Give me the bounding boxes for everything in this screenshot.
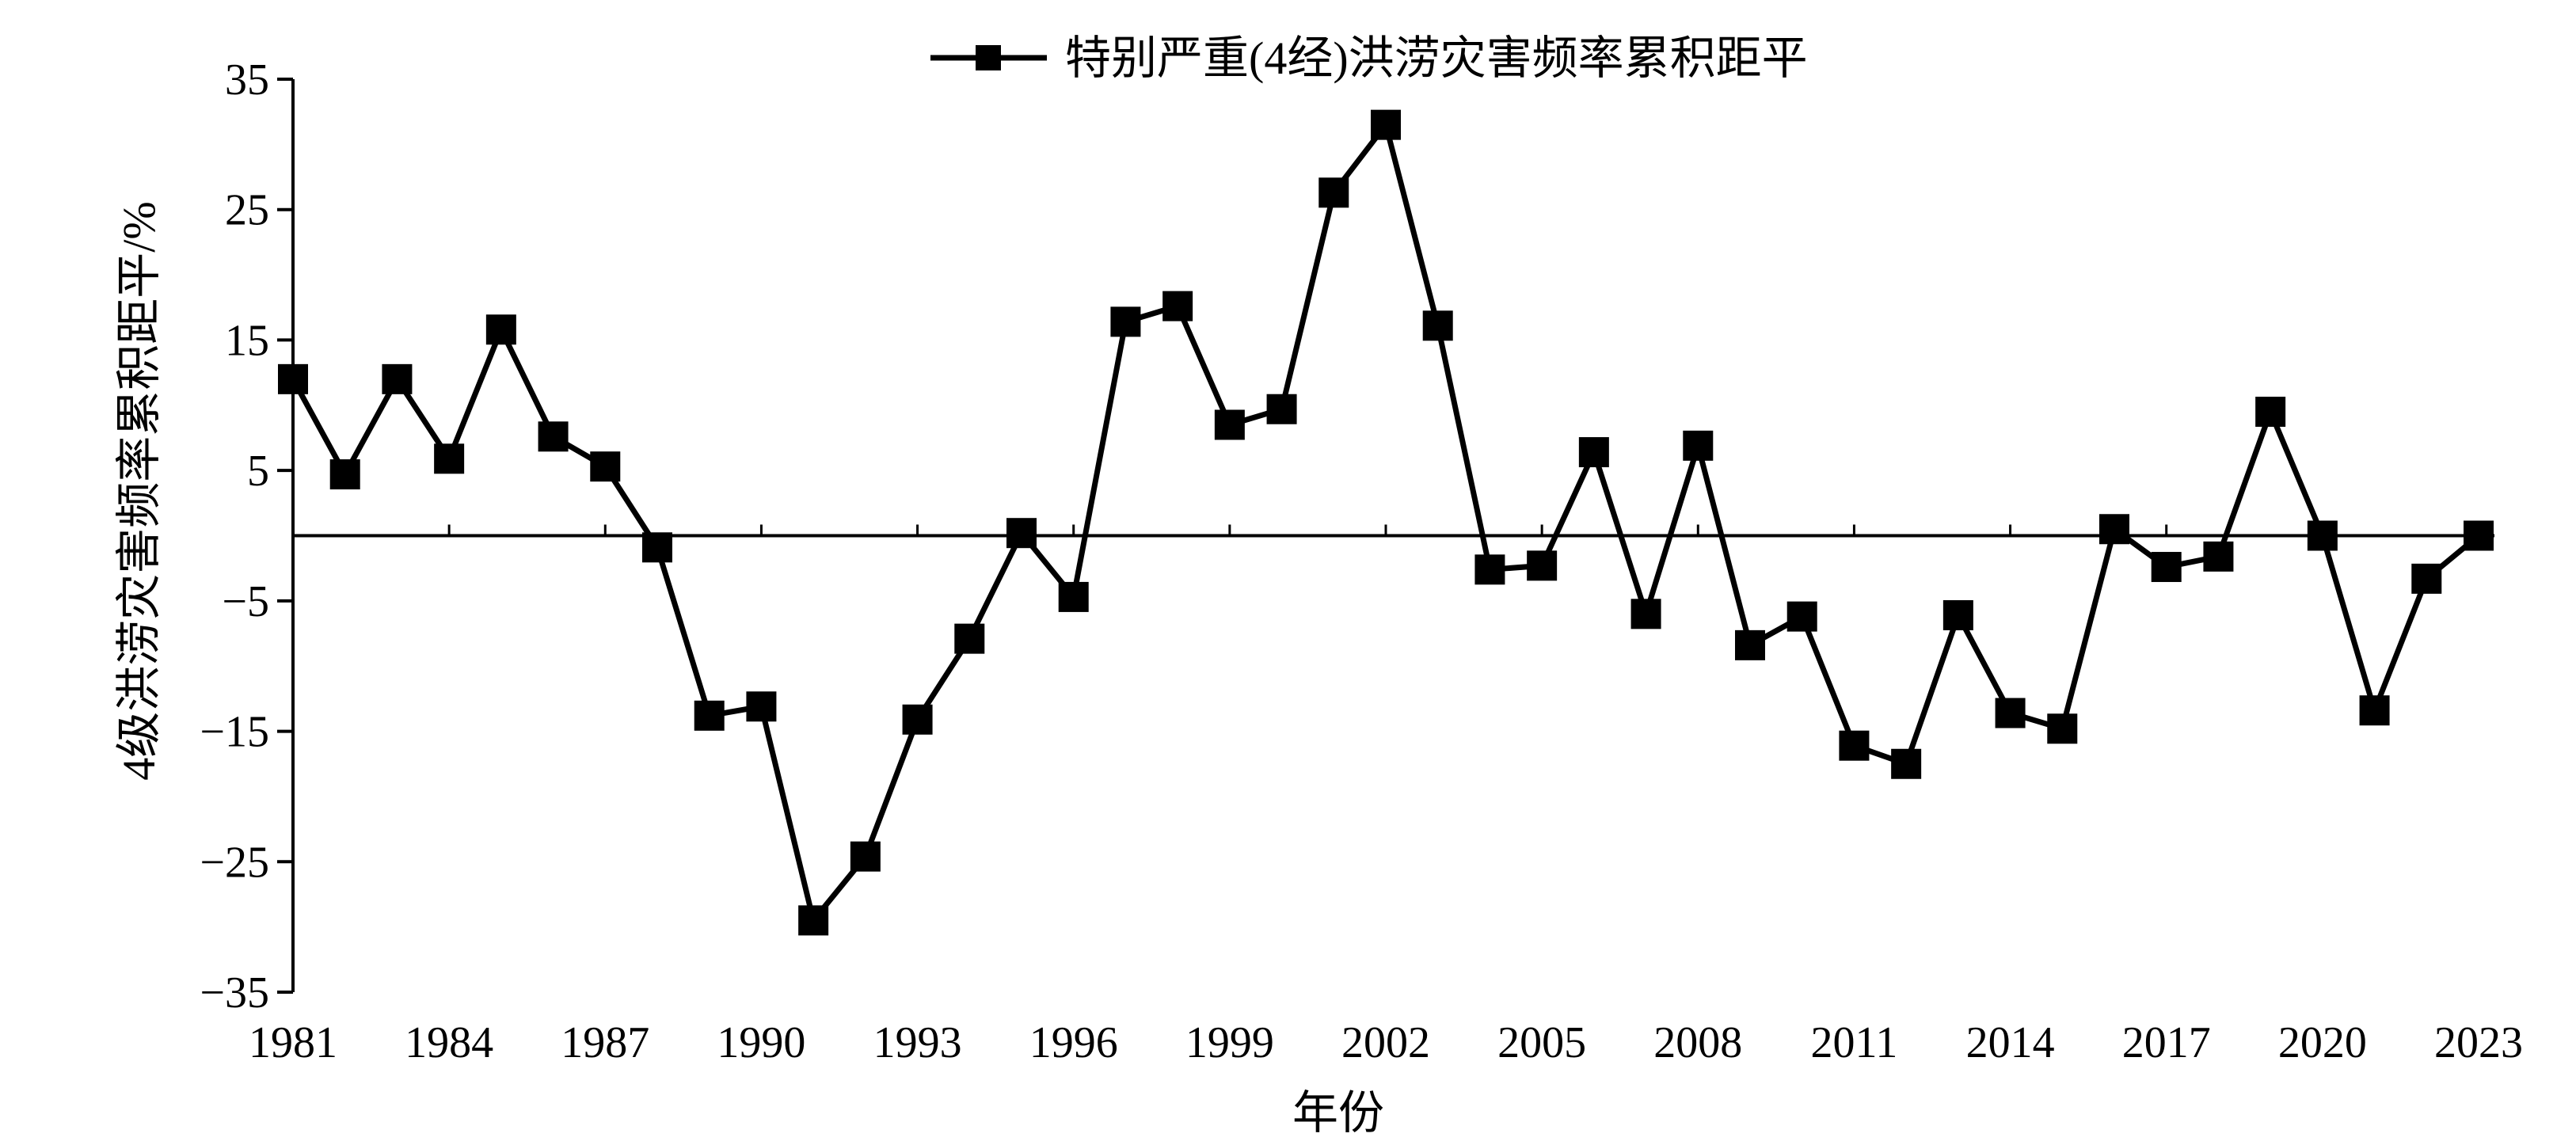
data-point-marker (798, 905, 829, 936)
x-tick-label: 2017 (2122, 1018, 2211, 1067)
x-axis-title: 年份 (1292, 1087, 1384, 1139)
data-point-marker (2359, 695, 2390, 726)
data-point-marker (1839, 730, 1870, 761)
x-tick-label: 1981 (249, 1018, 337, 1067)
data-point-marker (278, 363, 308, 394)
series-line (290, 118, 2481, 927)
data-point-marker (694, 700, 725, 731)
y-tick-label: −25 (200, 838, 269, 887)
y-tick-label: 25 (225, 186, 269, 235)
x-tick-label: 1984 (405, 1018, 493, 1067)
y-tick-label: −35 (200, 968, 269, 1017)
x-tick-label: 2023 (2434, 1018, 2523, 1067)
y-tick-label: 5 (247, 447, 269, 496)
data-point-marker (1630, 599, 1661, 629)
data-point-marker (2151, 552, 2182, 583)
data-point-marker (2464, 520, 2494, 551)
data-point-marker (2411, 563, 2442, 594)
data-point-marker (1214, 409, 1245, 440)
x-tick-label: 1999 (1185, 1018, 1274, 1067)
x-axis: 1981 1984 1987 1990 1993 1996 1999 2002 2005 2008… (249, 524, 2523, 1067)
y-ticks: −35 −25 −15 −5 5 15 25 35 (200, 55, 293, 1017)
x-tick-label: 1990 (717, 1018, 805, 1067)
data-point-marker (2255, 397, 2286, 428)
y-tick-label: −15 (200, 708, 269, 757)
x-tick-label: 1987 (561, 1018, 649, 1067)
x-tick-label: 2008 (1653, 1018, 1742, 1067)
data-point-marker (1786, 601, 1817, 632)
data-point-marker (1683, 430, 1714, 461)
data-point-marker (2099, 514, 2129, 545)
data-point-marker (642, 532, 672, 563)
data-point-marker (1995, 698, 2026, 728)
x-tick-label: 2005 (1497, 1018, 1586, 1067)
data-point-marker (485, 314, 516, 345)
data-point-marker (1162, 291, 1193, 321)
data-point-marker (2047, 713, 2078, 744)
data-point-marker (1058, 581, 1089, 612)
data-point-marker (1578, 437, 1609, 468)
data-point-marker (382, 363, 413, 394)
x-tick-label: 2002 (1341, 1018, 1430, 1067)
data-point-marker (1527, 550, 1558, 581)
data-point-marker (2203, 541, 2234, 572)
data-point-marker (1735, 629, 1765, 660)
data-point-marker (1422, 310, 1453, 341)
data-point-marker (902, 704, 933, 735)
x-tick-label: 1993 (873, 1018, 962, 1067)
data-point-marker (1006, 518, 1037, 549)
data-point-marker (2307, 520, 2338, 551)
data-point-marker (954, 623, 985, 654)
data-point-marker (1474, 554, 1505, 585)
x-ticks: 1981 1984 1987 1990 1993 1996 1999 2002 2005 2008… (249, 524, 2523, 1067)
legend-marker (976, 45, 1001, 70)
x-tick-label: 2011 (1810, 1018, 1897, 1067)
data-point-marker (538, 421, 569, 452)
x-tick-label: 1996 (1029, 1018, 1118, 1067)
data-point-marker (1266, 394, 1297, 424)
legend-label: 特别严重(4经)洪涝灾害频率累积距平 (1065, 32, 1808, 84)
data-point-marker (746, 691, 777, 722)
data-point-marker (1371, 109, 1401, 140)
data-point-marker (850, 841, 881, 872)
x-tick-label: 2020 (2278, 1018, 2367, 1067)
series-layer (278, 109, 2494, 936)
y-tick-label: 15 (225, 316, 269, 365)
data-point-marker (434, 443, 465, 474)
data-point-marker (590, 451, 621, 482)
data-point-marker (1942, 599, 1973, 630)
data-point-marker (1891, 748, 1922, 779)
data-point-marker (1110, 306, 1141, 337)
y-axis: −35 −25 −15 −5 5 15 25 35 (200, 55, 295, 1017)
y-axis-title: 4级洪涝灾害频率累积距平/% (113, 201, 165, 780)
x-tick-label: 2014 (1966, 1018, 2055, 1067)
y-tick-label: 35 (225, 55, 269, 105)
legend: 特别严重(4经)洪涝灾害频率累积距平 (930, 32, 1808, 84)
data-point-marker (329, 459, 360, 490)
data-point-marker (1318, 177, 1349, 208)
y-tick-label: −5 (222, 577, 269, 626)
